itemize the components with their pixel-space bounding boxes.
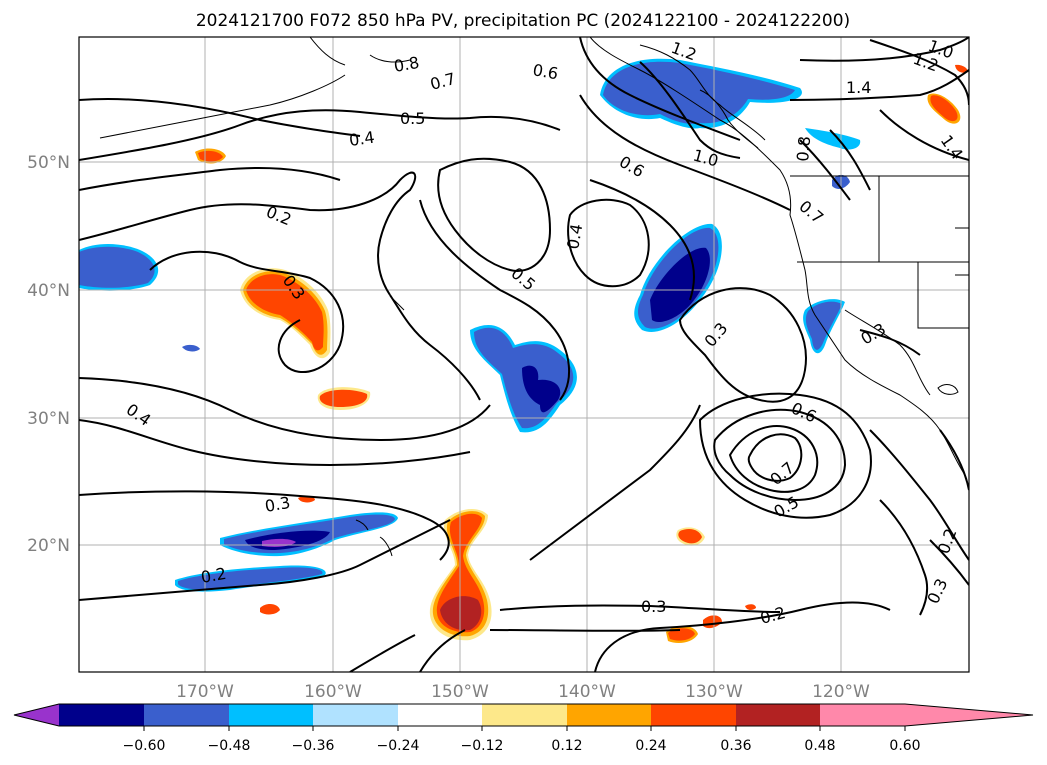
lon-tick-label: 140°W xyxy=(558,682,616,702)
colorbar-tick-label: 0.48 xyxy=(804,738,835,754)
colorbar-extend-high xyxy=(905,704,1033,726)
lon-tick-label: 120°W xyxy=(812,682,870,702)
lon-tick-label: 130°W xyxy=(685,682,743,702)
colorbar-tick-label: 0.12 xyxy=(551,738,582,754)
colorbar-segment xyxy=(59,704,144,726)
colorbar-segment xyxy=(144,704,229,726)
coastlines xyxy=(99,37,969,557)
map-title: 2024121700 F072 850 hPa PV, precipitatio… xyxy=(196,11,850,31)
lon-tick-label: 160°W xyxy=(304,682,362,702)
lon-tick-label: 150°W xyxy=(431,682,489,702)
colorbar-segment xyxy=(736,704,820,726)
colorbar-tick-label: −0.12 xyxy=(461,738,504,754)
contour-label: 0.4 xyxy=(563,222,586,250)
map-panel: 0.8 0.7 0.6 1.2 1.0 1.2 1.4 1.4 0.5 0.4 … xyxy=(79,37,969,672)
colorbar-tick-label: 0.24 xyxy=(635,738,666,754)
lat-tick-label: 50°N xyxy=(27,153,70,173)
contour-label: 0.8 xyxy=(793,135,814,162)
colorbar-segment xyxy=(313,704,398,726)
contour-label: 0.6 xyxy=(531,60,559,83)
contour-label: 0.4 xyxy=(348,128,376,150)
contour-label: 1.4 xyxy=(846,78,871,97)
lat-tick-label: 40°N xyxy=(27,281,70,301)
map-frame xyxy=(78,36,970,673)
lat-tick-label: 20°N xyxy=(27,536,70,556)
colorbar-tick-label: −0.36 xyxy=(292,738,335,754)
colorbar-segment xyxy=(229,704,313,726)
colorbar-tick-label: 0.60 xyxy=(889,738,920,754)
contour-label: 0.3 xyxy=(263,493,291,516)
colorbar-extend-low xyxy=(14,704,59,726)
contour-label: 0.8 xyxy=(392,53,420,76)
colorbar-tick-label: −0.60 xyxy=(123,738,166,754)
lon-tick-label: 170°W xyxy=(176,682,234,702)
colorbar-tick-label: −0.48 xyxy=(208,738,251,754)
colorbar-segment xyxy=(651,704,736,726)
colorbar: −0.60 −0.48 −0.36 −0.24 −0.12 0.12 0.24 … xyxy=(13,703,1034,754)
colorbar-segment xyxy=(482,704,567,726)
colorbar-segment xyxy=(820,704,905,726)
colorbar-segment xyxy=(398,704,482,726)
colorbar-tick-label: 0.36 xyxy=(720,738,751,754)
longitude-axis: 170°W 160°W 150°W 140°W 130°W 120°W xyxy=(176,682,870,702)
colorbar-ticks xyxy=(143,726,906,731)
precip-shading xyxy=(79,58,968,643)
lat-tick-label: 30°N xyxy=(27,409,70,429)
contour-label: 0.2 xyxy=(199,564,227,587)
contour-label: 0.3 xyxy=(641,597,666,616)
colorbar-tick-label: −0.24 xyxy=(377,738,420,754)
pv-contours xyxy=(79,37,969,672)
latitude-axis: 50°N 40°N 30°N 20°N xyxy=(27,153,70,556)
colorbar-segment xyxy=(567,704,651,726)
contour-label: 0.5 xyxy=(400,109,425,128)
